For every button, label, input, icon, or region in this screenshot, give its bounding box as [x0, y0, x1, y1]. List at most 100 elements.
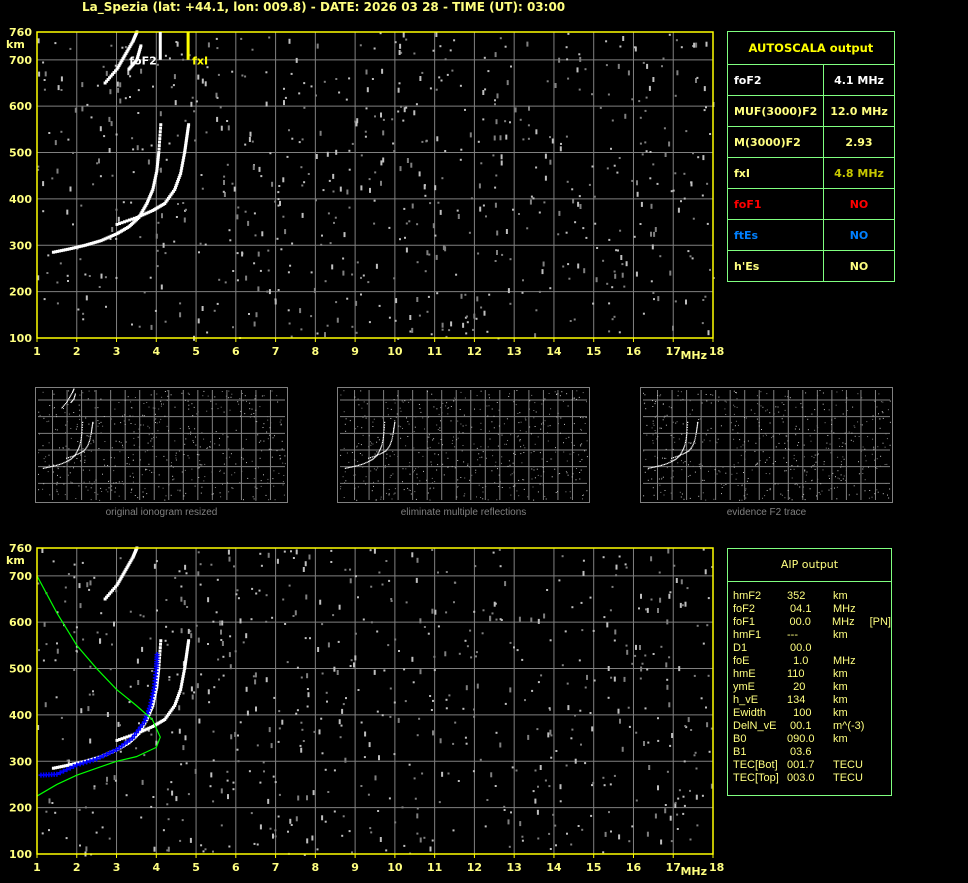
noise-dot	[157, 221, 160, 224]
noise-dot	[725, 472, 727, 474]
noise-dot	[283, 494, 285, 496]
noise-dot	[409, 490, 411, 491]
noise-dot	[402, 468, 404, 470]
noise-dot	[440, 439, 442, 440]
noise-dot	[130, 492, 132, 493]
trace-point	[353, 465, 355, 468]
noise-dot	[318, 729, 321, 735]
noise-dot	[814, 409, 816, 411]
noise-dot	[499, 135, 502, 141]
noise-dot	[343, 447, 345, 449]
noise-dot	[130, 407, 132, 409]
noise-dot	[652, 434, 654, 436]
noise-dot	[98, 286, 101, 288]
noise-dot	[415, 498, 417, 500]
noise-dot	[783, 457, 785, 459]
noise-dot	[561, 555, 564, 558]
trace-point	[145, 727, 149, 731]
noise-dot	[222, 674, 225, 677]
noise-dot	[241, 74, 244, 77]
noise-dot	[244, 395, 246, 397]
noise-dot	[536, 468, 538, 470]
noise-dot	[602, 851, 605, 854]
aip-cell: km	[833, 681, 848, 693]
noise-dot	[486, 405, 488, 407]
noise-dot	[416, 477, 418, 479]
x-tick-label: 11	[427, 345, 442, 358]
noise-dot	[345, 98, 348, 101]
noise-dot	[190, 431, 192, 433]
noise-dot	[888, 497, 890, 499]
noise-dot	[669, 744, 672, 747]
trace-point	[183, 145, 187, 149]
noise-dot	[413, 110, 416, 116]
noise-dot	[482, 498, 484, 500]
trace-point	[183, 667, 187, 671]
noise-dot	[370, 831, 373, 834]
noise-dot	[57, 466, 59, 468]
noise-dot	[51, 177, 54, 180]
noise-dot	[214, 396, 216, 398]
noise-dot	[43, 298, 46, 301]
noise-dot	[147, 450, 149, 452]
noise-dot	[645, 458, 647, 460]
noise-dot	[811, 455, 813, 457]
noise-dot	[364, 135, 367, 138]
noise-dot	[45, 810, 48, 813]
noise-dot	[156, 265, 159, 268]
aip-cell: TECU	[833, 759, 863, 771]
autoscala-row: h'Es NO	[726, 250, 895, 282]
noise-dot	[100, 421, 102, 423]
noise-dot	[195, 436, 196, 438]
trace-point	[674, 456, 676, 458]
noise-dot	[416, 557, 419, 563]
noise-dot	[469, 479, 471, 481]
noise-dot	[431, 482, 433, 484]
noise-dot	[518, 616, 521, 622]
noise-dot	[310, 315, 313, 318]
noise-dot	[889, 444, 891, 446]
noise-dot	[140, 68, 143, 74]
noise-dot	[689, 413, 691, 415]
noise-dot	[113, 482, 115, 484]
fit-point	[64, 767, 70, 773]
noise-dot	[696, 824, 699, 827]
noise-dot	[48, 420, 50, 422]
noise-dot	[137, 680, 140, 685]
noise-dot	[594, 222, 597, 225]
noise-dot	[540, 674, 543, 677]
noise-dot	[690, 181, 693, 187]
noise-dot	[348, 830, 351, 833]
noise-dot	[524, 699, 526, 702]
noise-dot	[680, 399, 682, 401]
noise-dot	[804, 469, 805, 471]
y-tick-label: 600	[9, 616, 32, 629]
noise-dot	[755, 442, 757, 444]
noise-dot	[390, 408, 392, 410]
noise-dot	[246, 462, 247, 464]
noise-dot	[433, 655, 436, 658]
noise-dot	[709, 440, 711, 442]
noise-dot	[506, 80, 509, 86]
trace-point	[376, 454, 378, 456]
noise-dot	[196, 683, 199, 689]
noise-dot	[338, 719, 341, 725]
noise-dot	[228, 845, 231, 848]
noise-dot	[745, 497, 747, 499]
noise-dot	[269, 827, 272, 830]
noise-dot	[657, 739, 660, 742]
noise-dot	[78, 404, 80, 406]
noise-dot	[355, 331, 358, 334]
noise-dot	[507, 288, 510, 294]
trace-point	[149, 193, 153, 197]
noise-dot	[79, 409, 81, 411]
noise-dot	[625, 644, 628, 647]
noise-dot	[445, 611, 448, 614]
noise-dot	[388, 494, 390, 496]
trace-point	[171, 705, 175, 709]
noise-dot	[154, 407, 156, 409]
noise-dot	[420, 411, 422, 413]
noise-dot	[462, 707, 465, 710]
noise-dot	[405, 222, 408, 225]
noise-dot	[677, 395, 679, 397]
